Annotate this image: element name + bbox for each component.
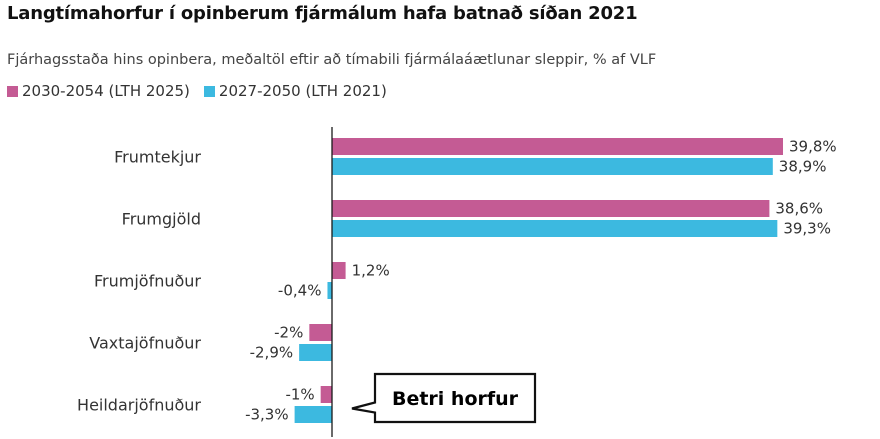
data-label: -1% — [285, 386, 314, 404]
bar-series-2 — [332, 158, 773, 175]
data-label: 39,3% — [783, 220, 831, 238]
bar-series-1 — [332, 262, 346, 279]
category-label: Frumjöfnuður — [94, 272, 201, 291]
bar-series-2 — [294, 406, 332, 423]
data-label: -2,9% — [250, 344, 294, 362]
bar-series-2 — [299, 344, 332, 361]
legend-item-series-1: 2030-2054 (LTH 2025) — [7, 82, 190, 100]
legend-swatch-series-1 — [7, 85, 18, 97]
data-label: -3,3% — [245, 406, 289, 424]
category-label: Frumgjöld — [122, 210, 201, 229]
data-label: -2% — [274, 324, 303, 342]
legend: 2030-2054 (LTH 2025) 2027-2050 (LTH 2021… — [7, 82, 387, 100]
legend-item-series-2: 2027-2050 (LTH 2021) — [203, 82, 387, 100]
callout-text: Betri horfur — [392, 388, 519, 410]
callout-box — [351, 372, 537, 424]
legend-label-series-2: 2027-2050 (LTH 2021) — [218, 82, 387, 100]
bar-series-2 — [327, 282, 332, 299]
category-label: Vaxtajöfnuður — [89, 334, 201, 353]
bar-series-1 — [320, 386, 332, 403]
bar-series-1 — [332, 200, 770, 217]
data-label: 39,8% — [789, 138, 837, 156]
bar-series-1 — [332, 138, 783, 155]
data-label: 1,2% — [352, 262, 390, 280]
bar-series-2 — [332, 220, 778, 237]
data-label: 38,9% — [779, 158, 827, 176]
data-label: 38,6% — [775, 200, 823, 218]
category-label: Heildarjöfnuður — [77, 396, 201, 415]
bar-series-1 — [309, 324, 332, 341]
chart-subtitle: Fjárhagsstaða hins opinbera, meðaltöl ef… — [7, 52, 657, 68]
legend-swatch-series-2 — [203, 85, 215, 97]
legend-label-series-1: 2030-2054 (LTH 2025) — [22, 82, 190, 100]
data-label: -0,4% — [278, 282, 322, 300]
category-label: Frumtekjur — [114, 148, 201, 167]
chart-title: Langtímahorfur í opinberum fjármálum haf… — [7, 3, 638, 24]
